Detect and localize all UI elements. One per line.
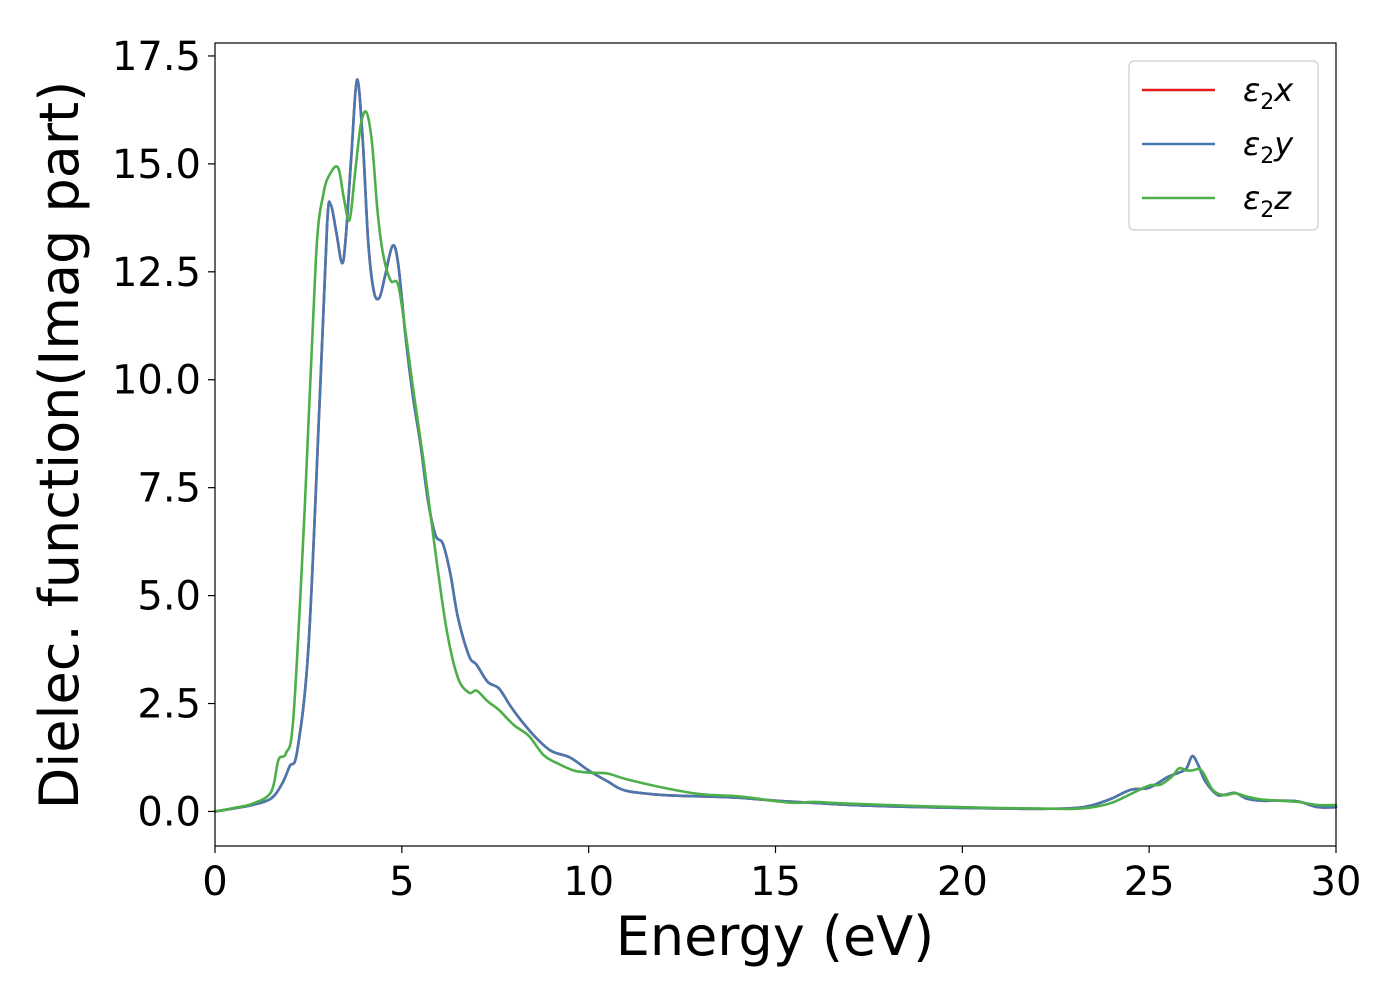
x-tick-label: 20: [937, 859, 988, 905]
legend-label-y: ε2y: [1243, 125, 1294, 169]
x-axis: 0 5 10 15 20 25 30: [202, 846, 1361, 905]
series-layer: [213, 78, 1338, 813]
y-tick-label: 5.0: [137, 574, 201, 620]
legend-label-z: ε2z: [1243, 179, 1292, 223]
y-tick-label: 10.0: [112, 358, 201, 404]
y-tick-label: 12.5: [112, 250, 201, 296]
x-axis-label: Energy (eV): [616, 905, 935, 968]
y-axis-label: Dielec. function(Imag part): [28, 81, 91, 810]
x-tick-label: 0: [202, 859, 227, 905]
legend-label-x: ε2x: [1243, 71, 1294, 115]
y-tick-label: 0.0: [137, 789, 201, 835]
series-line-z: [213, 110, 1338, 813]
x-tick-label: 10: [563, 859, 614, 905]
y-tick-label: 15.0: [112, 142, 201, 188]
series-line-y: [213, 78, 1338, 813]
legend-box: [1128, 60, 1319, 231]
x-tick-label: 25: [1124, 859, 1175, 905]
x-tick-label: 15: [750, 859, 801, 905]
y-tick-label: 17.5: [112, 34, 201, 80]
y-tick-label: 2.5: [137, 682, 201, 728]
y-tick-label: 7.5: [137, 466, 201, 512]
y-axis: 0.0 2.5 5.0 7.5 10.0 12.5 15.0 17.5: [112, 34, 215, 835]
x-tick-label: 30: [1311, 859, 1362, 905]
x-tick-label: 5: [389, 859, 414, 905]
legend: ε2x ε2y ε2z: [1128, 60, 1319, 231]
